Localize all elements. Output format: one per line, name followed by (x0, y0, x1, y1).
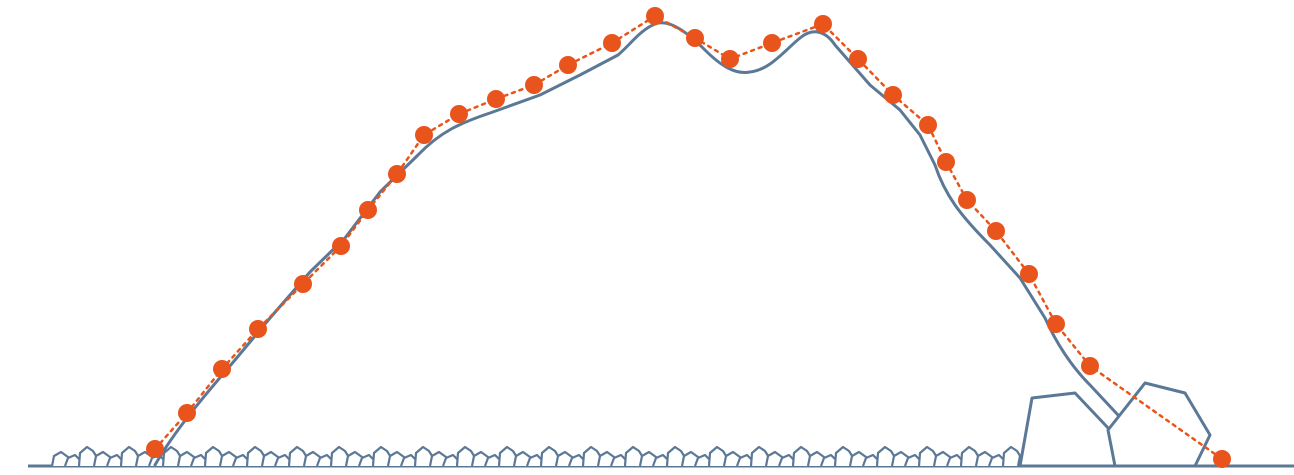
survey-point (849, 50, 867, 68)
survey-point (450, 105, 468, 123)
survey-point (359, 201, 377, 219)
survey-point (415, 126, 433, 144)
survey-point (249, 320, 267, 338)
survey-point (937, 153, 955, 171)
survey-point (721, 50, 739, 68)
survey-dotted-line (153, 14, 1224, 461)
survey-point (1081, 357, 1099, 375)
survey-point (814, 15, 832, 33)
survey-point (178, 404, 196, 422)
survey-point (294, 275, 312, 293)
survey-point (884, 86, 902, 104)
survey-point (763, 34, 781, 52)
survey-point (646, 7, 664, 25)
terrain-profile-line (153, 21, 1120, 467)
survey-point (1047, 315, 1065, 333)
survey-point (388, 165, 406, 183)
survey-point (332, 237, 350, 255)
survey-point (487, 90, 505, 108)
boulder-icon (1106, 381, 1212, 468)
pebble-row (50, 445, 1132, 467)
survey-points (146, 7, 1231, 468)
survey-point (958, 191, 976, 209)
survey-point (919, 116, 937, 134)
survey-point (987, 222, 1005, 240)
survey-point (525, 76, 543, 94)
survey-point (559, 56, 577, 74)
boulder-icon (1018, 391, 1117, 468)
survey-point (213, 360, 231, 378)
survey-point (686, 29, 704, 47)
survey-point (146, 440, 164, 458)
survey-point (1020, 265, 1038, 283)
survey-point (1213, 450, 1231, 468)
survey-point (603, 34, 621, 52)
